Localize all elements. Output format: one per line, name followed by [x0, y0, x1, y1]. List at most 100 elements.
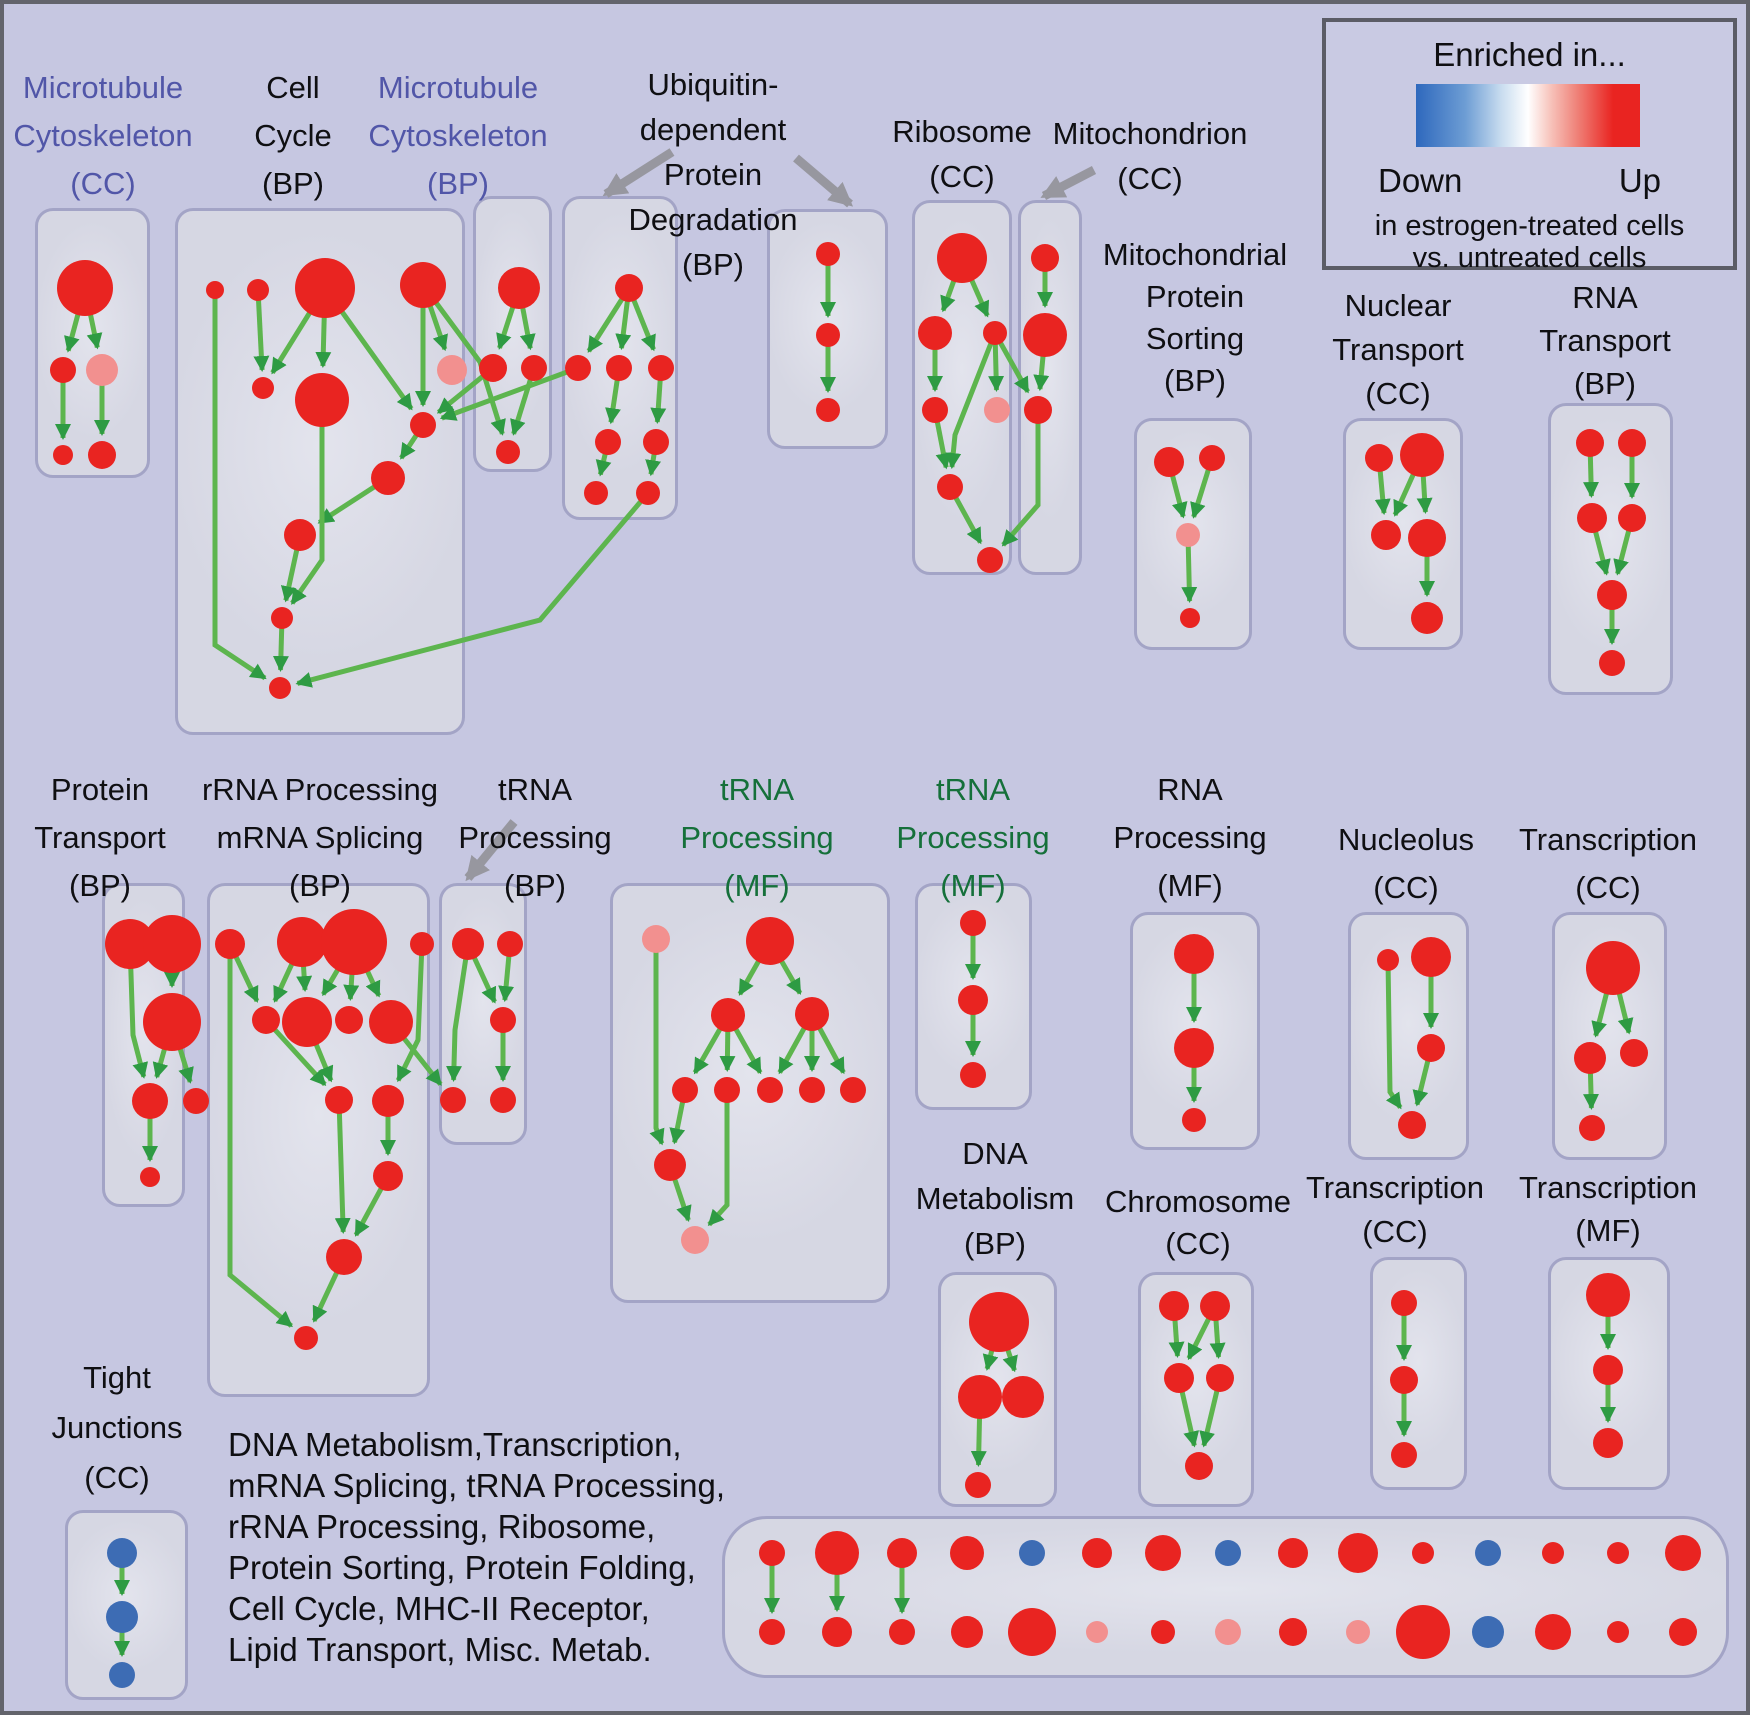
go-term-node: [984, 397, 1010, 423]
go-term-node: [1411, 602, 1443, 634]
go-term-node: [840, 1077, 866, 1103]
go-term-node: [88, 441, 116, 469]
go-term-node: [1411, 937, 1451, 977]
go-term-node: [1535, 1614, 1571, 1650]
go-relation-arrow: [290, 400, 325, 605]
go-term-node: [746, 917, 794, 965]
go-term-node: [795, 997, 829, 1031]
go-term-node: [1417, 1034, 1445, 1062]
go-group-label-dna-metabolism-bp: DNA Metabolism (BP): [915, 1136, 1075, 1261]
go-term-node: [1215, 1540, 1241, 1566]
go-term-node: [284, 519, 316, 551]
go-term-node: [1607, 1542, 1629, 1564]
go-term-node: [1279, 1618, 1307, 1646]
go-term-node: [1390, 1366, 1418, 1394]
go-term-node: [295, 258, 355, 318]
go-relation-arrow: [395, 943, 425, 1083]
label-pointer-arrow: [602, 148, 675, 198]
go-term-node: [1215, 1619, 1241, 1645]
go-term-node: [140, 1167, 160, 1187]
go-term-node: [937, 474, 963, 500]
go-term-node: [521, 355, 547, 381]
legend-subtitle-line2: vs. untreated cells: [1412, 242, 1647, 274]
go-term-node: [1206, 1364, 1234, 1392]
legend-title: Enriched in...: [1433, 36, 1626, 73]
go-term-node: [889, 1619, 915, 1645]
go-relation-arrow: [707, 1090, 730, 1227]
go-term-node: [958, 1375, 1002, 1419]
go-term-node: [584, 481, 608, 505]
go-term-node: [799, 1077, 825, 1103]
go-term-node: [295, 373, 349, 427]
go-relation-arrow: [253, 289, 270, 373]
go-term-node: [815, 1531, 859, 1575]
go-term-node: [595, 429, 621, 455]
go-term-node: [1371, 520, 1401, 550]
box-microtubule-cc: [35, 208, 150, 478]
go-term-node: [410, 412, 436, 438]
go-term-node: [1391, 1442, 1417, 1468]
go-relation-arrow: [227, 944, 293, 1328]
go-relation-arrow: [445, 943, 471, 1083]
go-term-node: [565, 355, 591, 381]
go-term-node: [1151, 1620, 1175, 1644]
go-term-node: [1002, 1376, 1044, 1418]
go-term-node: [321, 909, 387, 975]
go-term-node: [252, 1006, 280, 1034]
go-term-node: [106, 1601, 138, 1633]
go-term-node: [1607, 1621, 1629, 1643]
go-term-node: [410, 932, 434, 956]
go-term-node: [1346, 1620, 1370, 1644]
go-term-node: [247, 279, 269, 301]
go-term-node: [983, 321, 1007, 345]
go-relation-arrow: [420, 283, 506, 436]
go-term-node: [1086, 1621, 1108, 1643]
go-group-label-rrna-processing-mrna-splicing-bp: rRNA Processing mRNA Splicing (BP): [201, 772, 439, 903]
legend-subtitle-line1: in estrogen-treated cells: [1374, 210, 1685, 242]
go-group-label-chromosome-cc: Chromosome (CC): [1104, 1184, 1292, 1261]
go-term-node: [1400, 433, 1444, 477]
go-term-node: [816, 323, 840, 347]
go-term-node: [206, 281, 224, 299]
go-term-node: [950, 1536, 984, 1570]
go-term-node: [654, 1149, 686, 1181]
go-term-node: [1200, 1291, 1230, 1321]
go-relation-arrow: [649, 939, 665, 1146]
go-term-node: [1542, 1542, 1564, 1564]
go-term-node: [57, 260, 113, 316]
go-term-node: [132, 1083, 168, 1119]
go-term-node: [1586, 1273, 1630, 1317]
go-term-node: [757, 1077, 783, 1103]
box-rna-transport: [1548, 403, 1673, 695]
go-term-node: [490, 1087, 516, 1113]
go-term-node: [109, 1662, 135, 1688]
go-term-node: [1475, 1540, 1501, 1566]
go-term-node: [326, 1239, 362, 1275]
go-term-node: [105, 919, 155, 969]
go-term-node: [497, 931, 523, 957]
go-term-node: [496, 440, 520, 464]
go-term-node: [1620, 1039, 1648, 1067]
go-term-node: [1396, 1605, 1450, 1659]
go-term-node: [969, 1292, 1029, 1352]
go-term-node: [1593, 1428, 1623, 1458]
go-term-node: [1579, 1115, 1605, 1141]
go-group-label-rna-transport-bp: RNA Transport (BP): [1539, 280, 1671, 401]
go-term-node: [958, 985, 988, 1015]
go-group-label-cell-cycle-bp: Cell Cycle (BP): [254, 70, 332, 201]
go-term-node: [636, 481, 660, 505]
go-group-label-rna-processing-mf: RNA Processing (MF): [1113, 772, 1267, 903]
box-transcription-cc-row3: [1370, 1257, 1467, 1490]
go-term-node: [1082, 1538, 1112, 1568]
go-term-node: [479, 354, 507, 382]
go-group-label-microtubule-cytoskeleton-cc: Microtubule Cytoskeleton (CC): [13, 70, 193, 201]
go-term-node: [1577, 503, 1607, 533]
label-pointer-arrow: [793, 154, 854, 208]
go-term-node: [1391, 1290, 1417, 1316]
go-term-node: [1412, 1542, 1434, 1564]
go-term-node: [922, 397, 948, 423]
go-term-node: [1182, 1108, 1206, 1132]
go-relation-arrow: [945, 332, 998, 470]
go-term-node: [277, 917, 327, 967]
go-group-label-trna-processing-mf-2: tRNA Processing (MF): [896, 772, 1050, 903]
